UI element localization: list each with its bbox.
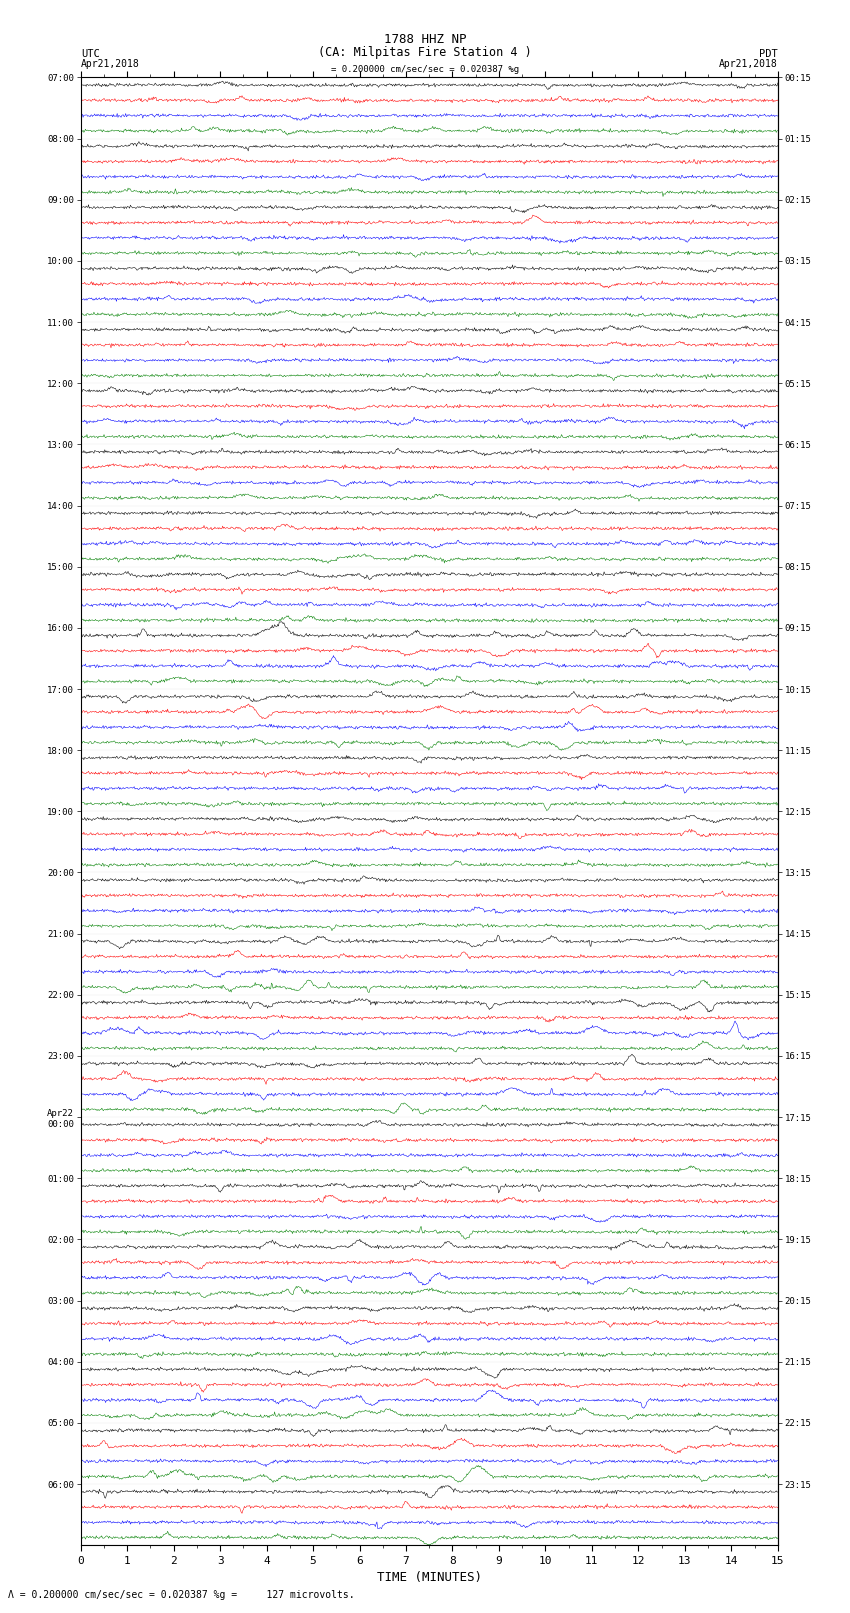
Text: Apr21,2018: Apr21,2018 [81, 58, 139, 69]
Text: PDT: PDT [759, 50, 778, 60]
Text: Λ = 0.200000 cm/sec/sec = 0.020387 %g =     127 microvolts.: Λ = 0.200000 cm/sec/sec = 0.020387 %g = … [8, 1590, 355, 1600]
Text: = 0.200000 cm/sec/sec = 0.020387 %g: = 0.200000 cm/sec/sec = 0.020387 %g [331, 65, 519, 74]
Text: Apr21,2018: Apr21,2018 [719, 58, 778, 69]
Text: (CA: Milpitas Fire Station 4 ): (CA: Milpitas Fire Station 4 ) [318, 45, 532, 60]
Text: 1788 HHZ NP: 1788 HHZ NP [383, 32, 467, 47]
Text: UTC: UTC [81, 50, 99, 60]
X-axis label: TIME (MINUTES): TIME (MINUTES) [377, 1571, 482, 1584]
